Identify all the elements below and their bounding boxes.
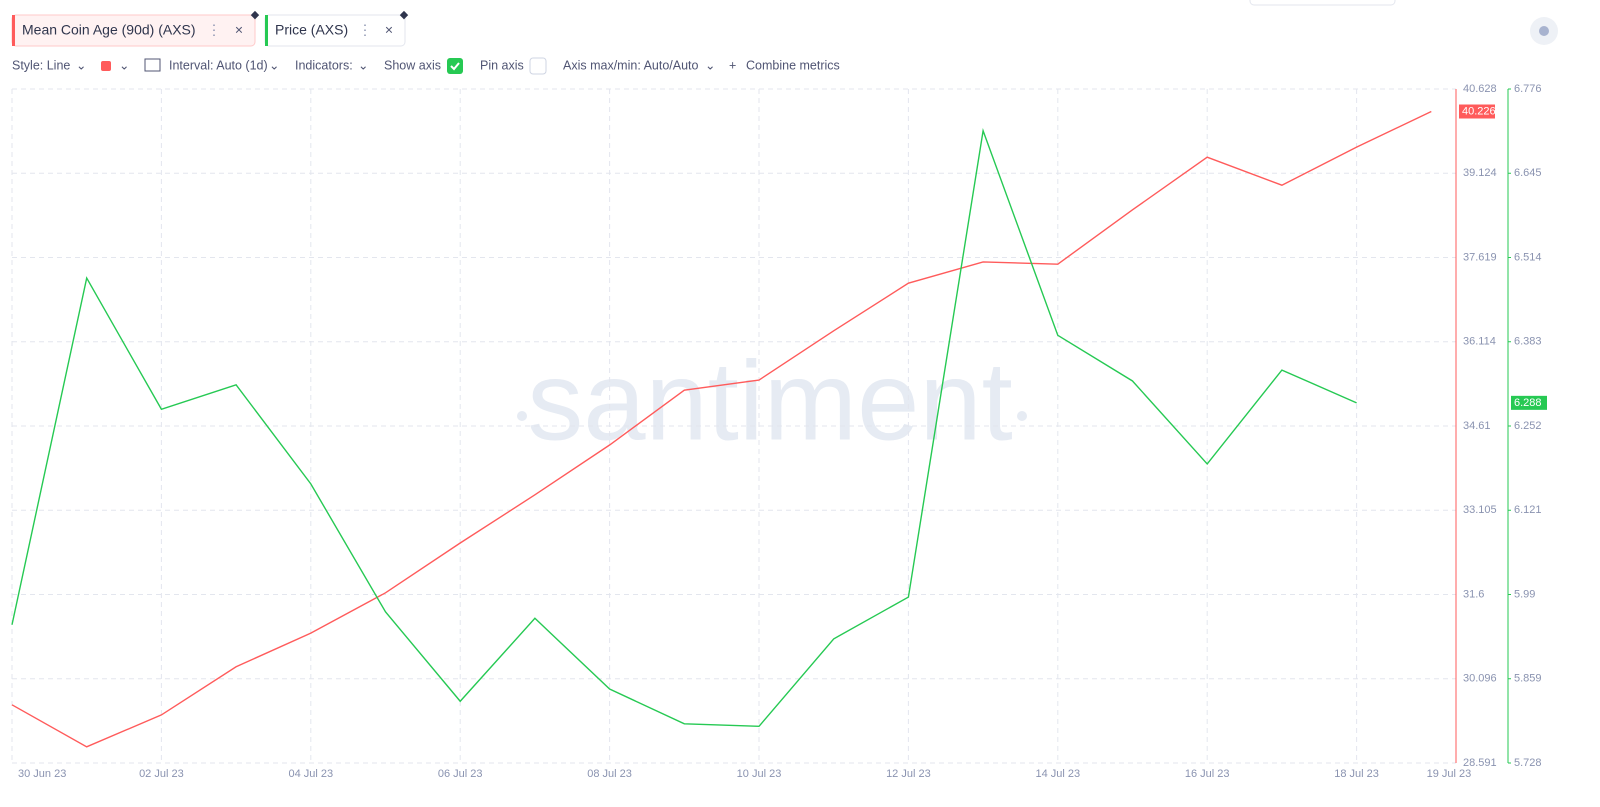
last-value-badge (1459, 104, 1495, 119)
chevron: ⌄ (76, 58, 86, 72)
watermark-dot (1017, 411, 1027, 421)
x-tick-label: 19 Jul 23 (1427, 768, 1472, 780)
y2-tick-label: 5.728 (1514, 757, 1542, 769)
x-tick-label: 04 Jul 23 (288, 768, 333, 780)
show-axis-label: Show axis (384, 58, 441, 72)
tab-label: Mean Coin Age (90d) (AXS) (22, 22, 196, 38)
last-value-label: 40.226 (1462, 105, 1496, 117)
chevron: ⌄ (358, 58, 368, 72)
chevron: ⌄ (269, 58, 279, 72)
tab-label: Price (AXS) (275, 22, 348, 38)
tab-menu[interactable]: ⋮ (207, 22, 221, 38)
tab-color (12, 15, 15, 46)
series-line (11, 110, 1432, 748)
coin-icon: ◆ (251, 9, 260, 21)
x-tick-label: 16 Jul 23 (1185, 768, 1230, 780)
x-tick-label: 30 Jun 23 (18, 768, 66, 780)
y-tick-label: 31.6 (1463, 588, 1484, 600)
watermark: santiment (527, 339, 1013, 464)
x-tick-label: 10 Jul 23 (737, 768, 782, 780)
y-tick-label: 33.105 (1463, 504, 1497, 516)
y-tick-label: 36.114 (1463, 336, 1496, 348)
last-value-label: 6.288 (1514, 397, 1542, 409)
settings-dot (1539, 26, 1549, 36)
y2-tick-label: 6.252 (1514, 420, 1542, 432)
y-tick-label: 30.096 (1463, 673, 1497, 685)
interval-select[interactable]: Interval: Auto (1d) (169, 58, 268, 72)
x-tick-label: 08 Jul 23 (587, 768, 632, 780)
axis-minmax-select[interactable]: Axis max/min: Auto/Auto (563, 58, 699, 72)
y2-tick-label: 6.645 (1514, 167, 1542, 179)
y-tick-label: 37.619 (1463, 251, 1497, 263)
interval-icon (144, 58, 161, 72)
y-tick-label: 28.591 (1463, 757, 1497, 769)
watermark-dot (517, 411, 527, 421)
y2-tick-label: 6.121 (1514, 504, 1542, 516)
plus: + (729, 58, 736, 72)
tab-menu[interactable]: ⋮ (358, 22, 372, 38)
y2-tick-label: 6.383 (1514, 336, 1542, 348)
series-line (11, 128, 1357, 728)
pin-axis-label: Pin axis (480, 58, 524, 72)
tab-close[interactable]: × (385, 22, 393, 38)
color-picker[interactable] (101, 61, 111, 71)
y2-tick-label: 5.99 (1514, 588, 1535, 600)
x-tick-label: 18 Jul 23 (1334, 768, 1379, 780)
plot: santiment 30 Jun 23 02 Jul 23 04 Jul 23 06 … (11, 83, 1547, 780)
chevron: ⌄ (705, 58, 715, 72)
x-tick-label: 02 Jul 23 (139, 768, 184, 780)
combine-metrics[interactable]: Combine metrics (746, 58, 840, 72)
tab-close[interactable]: × (235, 22, 243, 38)
style-select[interactable]: Style: Line (12, 58, 70, 72)
y2-tick-label: 5.859 (1514, 673, 1542, 685)
x-tick-label: 14 Jul 23 (1035, 768, 1080, 780)
y-tick-label: 40.628 (1463, 83, 1497, 95)
check (450, 62, 460, 71)
y2-tick-label: 6.514 (1514, 251, 1542, 263)
tab-color (265, 15, 268, 46)
chevron: ⌄ (119, 58, 129, 72)
pin-axis-checkbox[interactable] (529, 57, 547, 75)
x-tick-label: 12 Jul 23 (886, 768, 931, 780)
coin-icon: ◆ (400, 9, 409, 21)
indicators-select[interactable]: Indicators: (295, 58, 353, 72)
x-tick-label: 06 Jul 23 (438, 768, 483, 780)
show-axis-checkbox[interactable] (447, 58, 463, 74)
search-box[interactable] (1249, 0, 1396, 6)
y2-tick-label: 6.776 (1514, 83, 1542, 95)
last-value-badge (1511, 395, 1547, 410)
y-tick-label: 39.124 (1463, 167, 1497, 179)
y-tick-label: 34.61 (1463, 420, 1491, 432)
